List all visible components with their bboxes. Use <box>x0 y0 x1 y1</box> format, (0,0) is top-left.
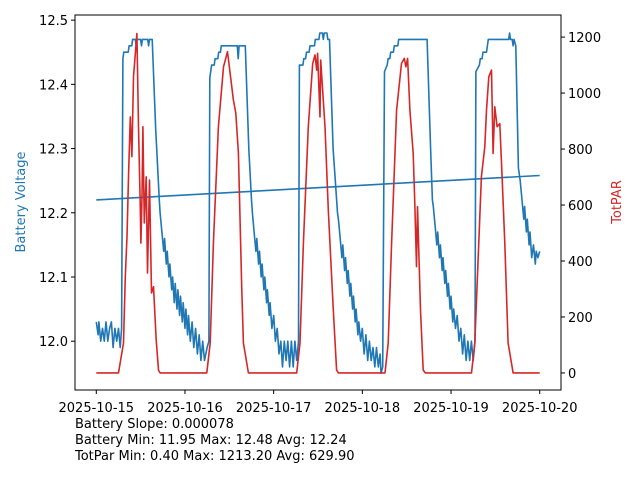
x-tick-label: 2025-10-17 <box>236 401 312 416</box>
series-battery-voltage <box>95 32 541 375</box>
x-tick-label: 2025-10-19 <box>413 401 489 416</box>
x-tick-label: 2025-10-20 <box>502 401 578 416</box>
series-totpar <box>96 32 540 374</box>
series-battery-trend <box>96 174 540 201</box>
x-tick-label: 2025-10-16 <box>147 401 223 416</box>
plot-frame <box>74 14 562 391</box>
left-y-tick-label: 12.4 <box>39 78 68 93</box>
left-y-tick-label: 12.0 <box>39 335 68 350</box>
right-y-tick-label: 1000 <box>568 87 601 102</box>
stats-block: Battery Slope: 0.000078 Battery Min: 11.… <box>75 417 355 465</box>
x-tick-label: 2025-10-15 <box>59 401 135 416</box>
right-y-tick-label: 400 <box>568 255 593 270</box>
left-y-tick-label: 12.1 <box>39 271 68 286</box>
right-y-tick-label: 800 <box>568 143 593 158</box>
battery-stats-text: Battery Min: 11.95 Max: 12.48 Avg: 12.24 <box>75 433 347 448</box>
battery-slope-text: Battery Slope: 0.000078 <box>75 417 234 432</box>
x-tick-label: 2025-10-18 <box>325 401 401 416</box>
left-y-tick-label: 12.5 <box>39 14 68 29</box>
right-axis-label: TotPAR <box>610 180 625 225</box>
left-axis-label: Battery Voltage <box>14 151 29 252</box>
totpar-stats-text: TotPar Min: 0.40 Max: 1213.20 Avg: 629.9… <box>75 449 355 464</box>
right-y-tick-label: 600 <box>568 199 593 214</box>
right-y-tick-label: 200 <box>568 311 593 326</box>
right-y-tick-label: 0 <box>568 367 576 382</box>
right-y-tick-label: 1200 <box>568 31 601 46</box>
left-y-tick-label: 12.2 <box>39 207 68 222</box>
battery-totpar-chart: 2025-10-15 2025-10-16 2025-10-17 2025-10-18… <box>14 14 625 416</box>
left-y-tick-label: 12.3 <box>39 143 68 158</box>
